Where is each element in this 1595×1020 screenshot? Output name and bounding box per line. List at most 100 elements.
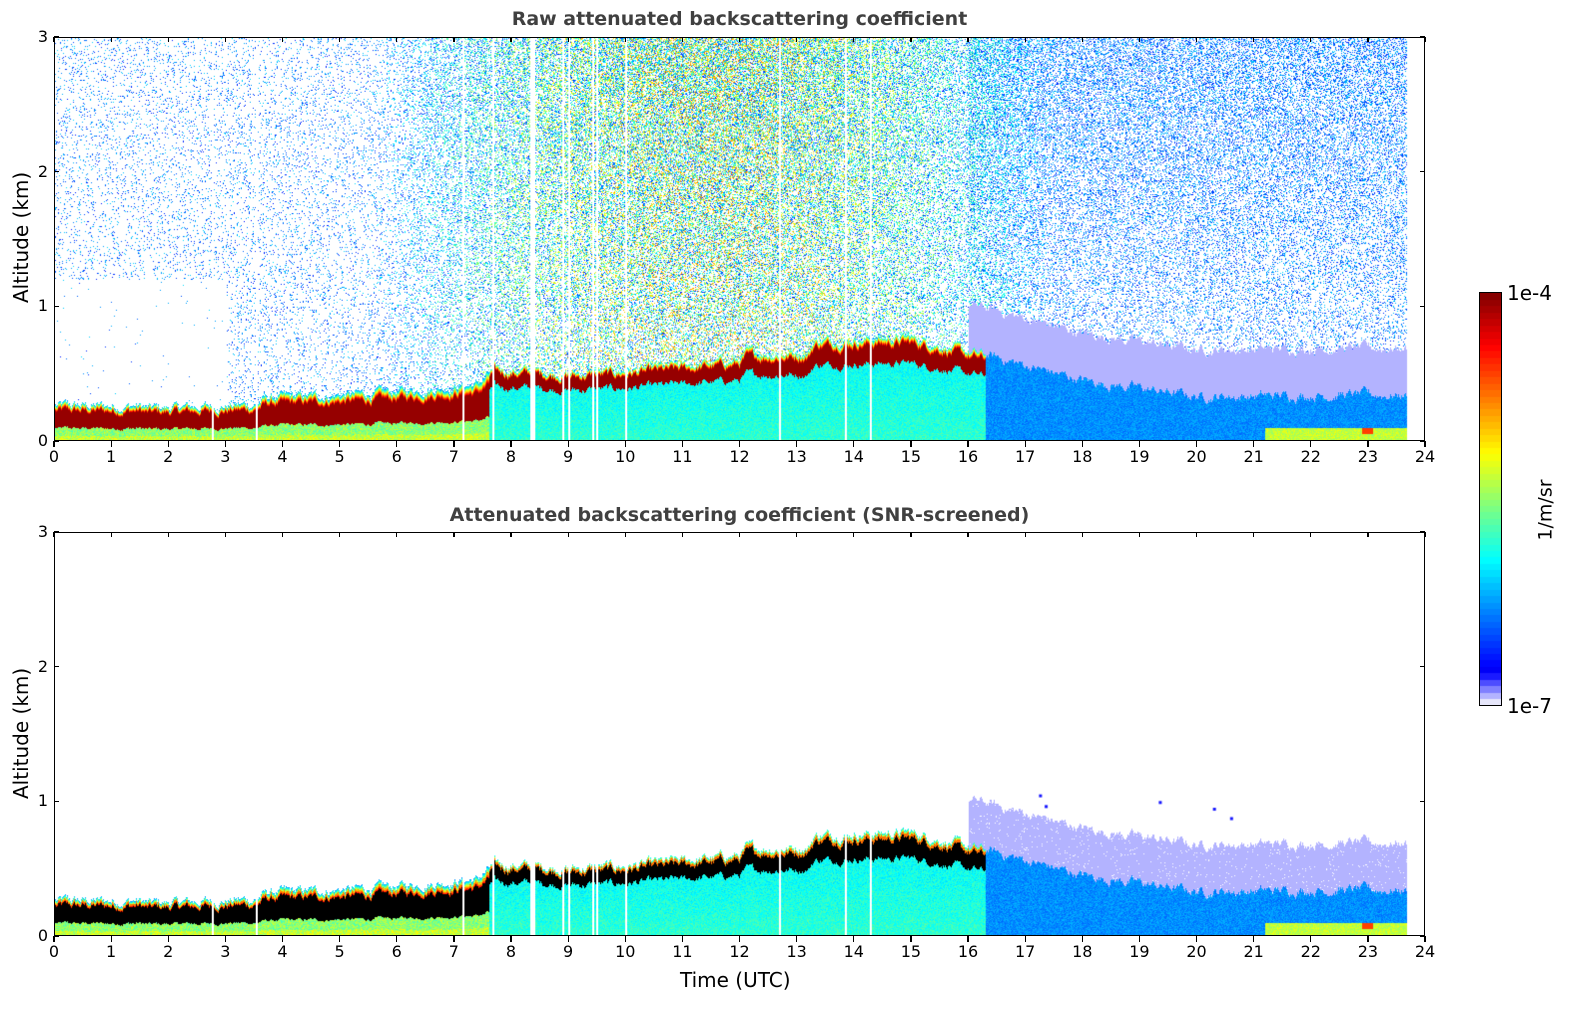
ytick-mark: [54, 36, 59, 38]
xtick-label: 20: [1186, 447, 1207, 466]
xtick-label: 6: [391, 942, 402, 961]
xtick-mark-top: [681, 532, 684, 537]
ytick-label: 3: [37, 27, 48, 46]
xtick-mark-top: [396, 37, 398, 42]
colorbar: [1479, 292, 1502, 706]
xtick-label: 16: [957, 447, 979, 466]
xtick-label: 9: [563, 447, 574, 466]
xtick-mark: [396, 441, 398, 447]
xtick-label: 15: [900, 447, 922, 466]
xtick-mark: [167, 441, 169, 447]
screened-plot-xlabel: Time (UTC): [680, 968, 791, 992]
xtick-mark: [281, 441, 284, 447]
xtick-mark-top: [1310, 532, 1312, 537]
xtick-mark: [1310, 936, 1312, 942]
xtick-mark-top: [624, 37, 626, 42]
xtick-mark: [1081, 936, 1083, 942]
xtick-mark: [1081, 441, 1083, 447]
xtick-mark: [396, 936, 398, 942]
ytick-mark: [54, 171, 59, 173]
xtick-mark: [624, 441, 626, 447]
xtick-label: 0: [48, 447, 60, 466]
xtick-mark-top: [1424, 532, 1426, 537]
ytick-label: 1: [37, 791, 48, 811]
xtick-mark-top: [110, 37, 112, 42]
ytick-label: 0: [37, 926, 48, 945]
xtick-label: 21: [1243, 942, 1264, 961]
ytick-mark-right: [1420, 935, 1425, 937]
xtick-mark: [624, 936, 626, 942]
ytick-label: 0: [37, 431, 48, 450]
xtick-mark: [738, 936, 741, 942]
xtick-mark-top: [1081, 532, 1083, 537]
xtick-mark: [110, 441, 112, 447]
ytick-label: 1: [37, 296, 48, 316]
xtick-label: 10: [615, 447, 636, 466]
xtick-label: 19: [1129, 447, 1150, 466]
xtick-mark-top: [567, 532, 569, 537]
xtick-mark-top: [796, 37, 798, 42]
ytick-mark-right: [1420, 171, 1425, 173]
xtick-mark-top: [1081, 37, 1083, 42]
xtick-mark: [510, 936, 512, 942]
xtick-mark-top: [1024, 37, 1026, 42]
xtick-label: 19: [1129, 942, 1150, 961]
xtick-label: 15: [900, 942, 922, 961]
xtick-mark: [967, 441, 969, 447]
xtick-label: 16: [957, 942, 979, 961]
xtick-mark-top: [1310, 37, 1312, 42]
xtick-mark: [510, 441, 512, 447]
xtick-mark-top: [1367, 532, 1369, 537]
xtick-mark: [910, 936, 912, 942]
xtick-label: 1: [106, 942, 117, 961]
xtick-label: 12: [729, 942, 750, 961]
xtick-mark: [1024, 441, 1026, 447]
xtick-mark-top: [853, 37, 855, 42]
xtick-label: 13: [786, 942, 807, 961]
ytick-label: 3: [37, 522, 48, 541]
xtick-label: 7: [448, 447, 459, 466]
ytick-label: 2: [37, 161, 48, 181]
xtick-mark-top: [110, 532, 112, 537]
screened-plot-ylabel: Altitude (km): [9, 667, 33, 799]
xtick-mark: [224, 441, 227, 447]
xtick-label: 17: [1014, 942, 1036, 961]
xtick-mark: [224, 936, 227, 942]
xtick-mark-top: [224, 532, 227, 537]
xtick-label: 11: [672, 447, 693, 466]
xtick-label: 2: [163, 447, 174, 466]
xtick-mark-top: [967, 37, 969, 42]
xtick-mark: [1367, 441, 1369, 447]
ytick-mark: [54, 305, 59, 308]
xtick-mark-top: [1253, 37, 1255, 42]
xtick-label: 7: [448, 942, 459, 961]
ytick-mark-right: [1420, 800, 1425, 803]
panel-title-screened: Attenuated backscattering coefficient (S…: [449, 504, 1030, 526]
xtick-label: 24: [1414, 447, 1436, 466]
ytick-mark-right: [1420, 305, 1425, 308]
xtick-label: 3: [220, 447, 231, 466]
xtick-mark: [910, 441, 912, 447]
xtick-label: 9: [563, 942, 574, 961]
xtick-mark: [567, 441, 569, 447]
xtick-mark: [53, 936, 55, 942]
ytick-label: 2: [37, 656, 48, 676]
xtick-mark-top: [339, 37, 341, 42]
xtick-label: 11: [672, 942, 693, 961]
xtick-mark-top: [396, 532, 398, 537]
ytick-mark: [54, 440, 59, 442]
xtick-mark: [1195, 441, 1198, 447]
xtick-mark: [796, 441, 798, 447]
xtick-mark: [1367, 936, 1369, 942]
xtick-mark-top: [53, 532, 55, 537]
xtick-mark: [1310, 441, 1312, 447]
xtick-mark-top: [339, 532, 341, 537]
xtick-label: 4: [277, 447, 288, 466]
xtick-mark: [1195, 936, 1198, 942]
xtick-mark: [453, 936, 455, 942]
xtick-mark: [1024, 936, 1026, 942]
raw-backscatter-heatmap: [55, 38, 1424, 440]
xtick-mark: [567, 936, 569, 942]
xtick-mark-top: [281, 37, 284, 42]
xtick-label: 14: [843, 447, 864, 466]
